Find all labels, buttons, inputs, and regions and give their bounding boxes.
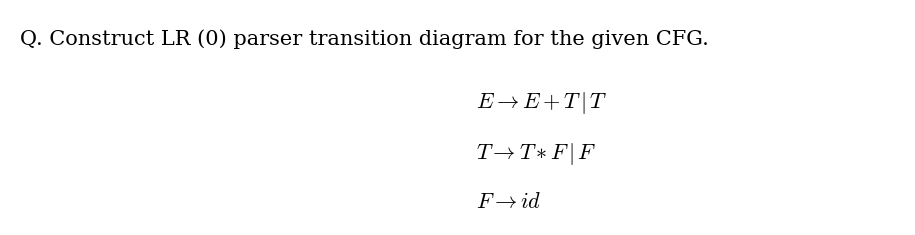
Text: $E \rightarrow E+T\,|\, T$: $E \rightarrow E+T\,|\, T$	[476, 90, 607, 116]
Text: $F \rightarrow id$: $F \rightarrow id$	[476, 192, 542, 212]
Text: Q. Construct LR (0) parser transition diagram for the given CFG.: Q. Construct LR (0) parser transition di…	[19, 29, 708, 49]
Text: $T \rightarrow T * F\,|\, F$: $T \rightarrow T * F\,|\, F$	[476, 141, 597, 167]
